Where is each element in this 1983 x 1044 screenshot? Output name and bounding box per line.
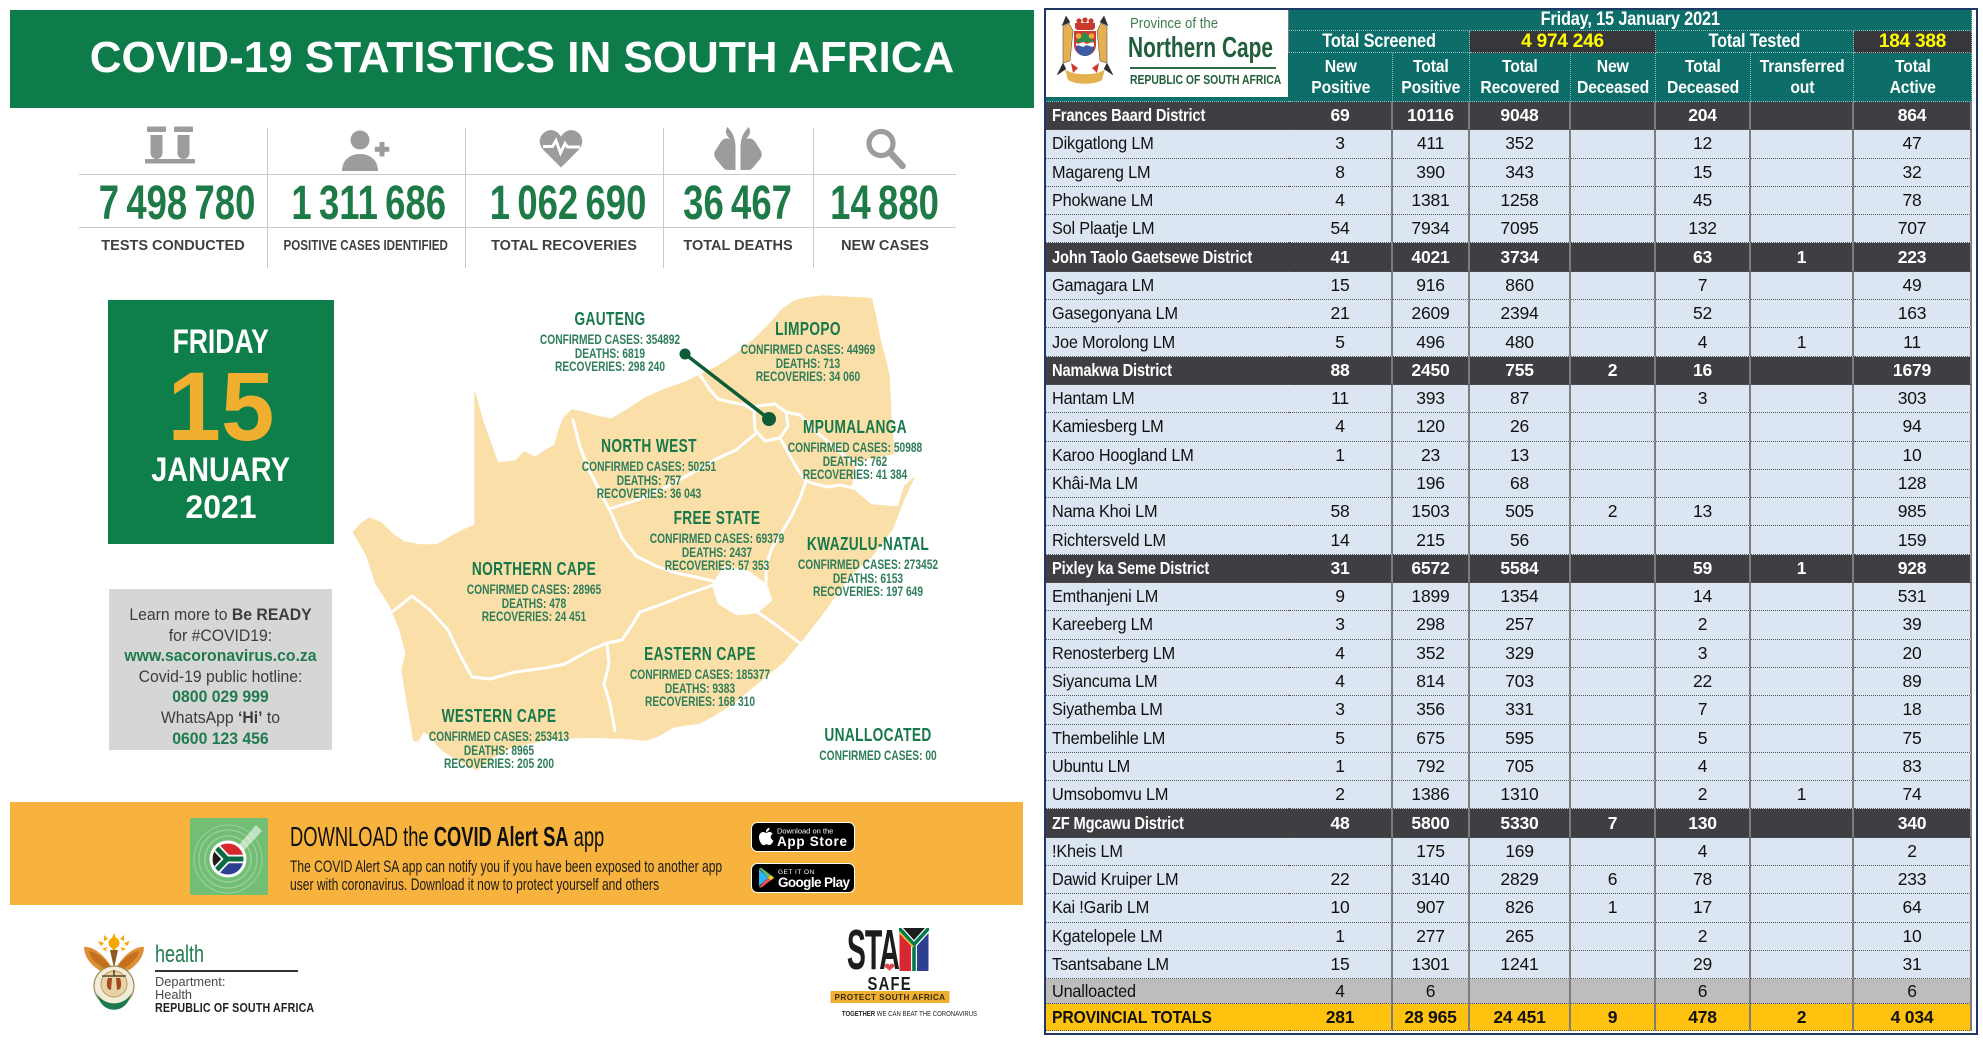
svg-text:Google Play: Google Play	[778, 875, 850, 890]
svg-text:GET IT ON: GET IT ON	[778, 869, 815, 876]
svg-text:Download on the: Download on the	[777, 827, 833, 836]
svg-text:App Store: App Store	[777, 834, 847, 849]
